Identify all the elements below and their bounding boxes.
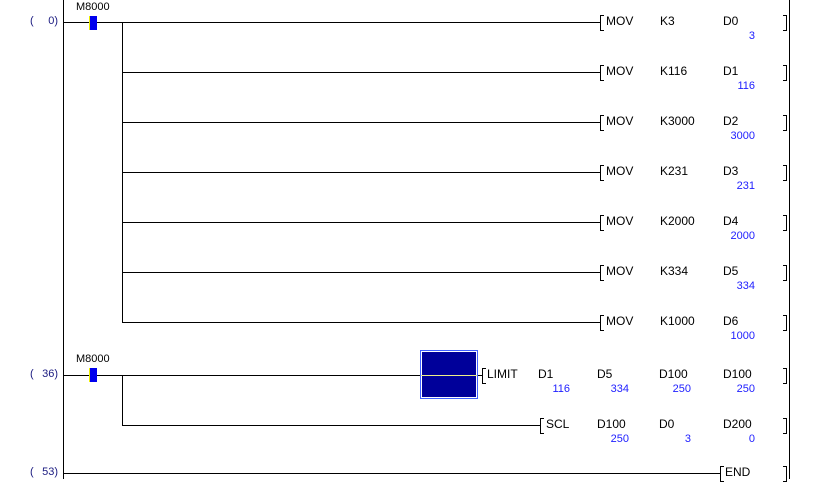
instruction-left-bracket	[600, 65, 604, 81]
operand-device[interactable]: K231	[660, 164, 689, 178]
left-power-rail	[63, 0, 64, 479]
instruction-right-bracket	[783, 65, 787, 81]
step-value: 53)	[42, 466, 58, 478]
instruction-left-bracket	[600, 215, 604, 231]
operand-device[interactable]: K2000	[660, 214, 695, 228]
branch-wire	[122, 122, 600, 123]
operand-device[interactable]: K3000	[660, 114, 695, 128]
operand-device[interactable]: D0	[659, 417, 675, 431]
branch-wire	[122, 72, 600, 73]
step-number: (36)	[30, 368, 58, 380]
instruction-right-bracket	[783, 115, 787, 131]
instruction-mov[interactable]: MOV	[606, 214, 634, 228]
instruction-mov[interactable]: MOV	[606, 264, 634, 278]
rung-wire	[63, 473, 720, 474]
step-number: (0)	[30, 15, 58, 27]
step-value: 0)	[48, 15, 58, 27]
step-value: 36)	[42, 368, 58, 380]
operand-current-value: 250	[610, 433, 629, 445]
branch-wire	[122, 425, 540, 426]
operand-current-value: 3	[684, 433, 691, 445]
operand-device[interactable]: D1	[538, 367, 554, 381]
instruction-right-bracket	[783, 368, 787, 384]
operand-device[interactable]: K3	[660, 14, 675, 28]
instruction-mov[interactable]: MOV	[606, 114, 634, 128]
operand-current-value: 0	[748, 433, 755, 445]
rung-wire	[63, 375, 482, 376]
instruction-right-bracket	[783, 265, 787, 281]
instruction-mov[interactable]: MOV	[606, 164, 634, 178]
contact-label: M8000	[76, 1, 110, 13]
instruction-left-bracket	[600, 165, 604, 181]
instruction-right-bracket	[783, 466, 787, 482]
branch-wire	[122, 322, 600, 323]
branch-wire	[122, 222, 600, 223]
instruction-end[interactable]: END	[725, 465, 751, 479]
cursor-selection[interactable]	[420, 350, 478, 399]
instruction-right-bracket	[783, 315, 787, 331]
right-power-rail	[789, 0, 790, 479]
instruction-right-bracket	[783, 215, 787, 231]
rung-wire	[63, 22, 600, 23]
branch-wire	[122, 272, 600, 273]
operand-current-value: 1000	[730, 330, 755, 342]
operand-current-value: 334	[610, 383, 629, 395]
contact-label: M8000	[76, 353, 110, 365]
instruction-right-bracket	[783, 165, 787, 181]
operand-device[interactable]: D5	[597, 367, 613, 381]
operand-device[interactable]: D200	[723, 417, 752, 431]
operand-device[interactable]: D2	[723, 114, 739, 128]
operand-current-value: 3	[748, 30, 755, 42]
operand-current-value: 250	[736, 383, 755, 395]
instruction-left-bracket	[600, 15, 604, 31]
operand-current-value: 3000	[730, 130, 755, 142]
instruction-left-bracket	[540, 418, 544, 434]
instruction-mov[interactable]: MOV	[606, 314, 634, 328]
step-number: (53)	[30, 466, 58, 478]
operand-device[interactable]: K116	[660, 64, 688, 78]
instruction-left-bracket	[600, 265, 604, 281]
branch-wire	[122, 172, 600, 173]
instruction-mov[interactable]: MOV	[606, 14, 634, 28]
operand-current-value: 116	[552, 383, 570, 395]
operand-device[interactable]: K1000	[660, 314, 695, 328]
instruction-left-bracket	[600, 315, 604, 331]
operand-device[interactable]: D100	[659, 367, 688, 381]
operand-current-value: 116	[737, 80, 755, 92]
operand-current-value: 250	[672, 383, 691, 395]
instruction-left-bracket	[600, 115, 604, 131]
instruction-scl[interactable]: SCL	[546, 417, 570, 431]
instruction-right-bracket	[783, 418, 787, 434]
normally-open-contact-m8000[interactable]	[89, 16, 97, 30]
instruction-right-bracket	[783, 15, 787, 31]
operand-device[interactable]: K334	[660, 264, 689, 278]
operand-device[interactable]: D3	[723, 164, 739, 178]
instruction-left-bracket	[482, 368, 486, 384]
operand-device[interactable]: D5	[723, 264, 739, 278]
operand-current-value: 334	[736, 280, 755, 292]
operand-device[interactable]: D100	[723, 367, 752, 381]
operand-device[interactable]: D6	[723, 314, 739, 328]
instruction-left-bracket	[720, 466, 724, 482]
operand-current-value: 231	[736, 180, 755, 192]
operand-device[interactable]: D0	[723, 14, 739, 28]
instruction-limit[interactable]: LIMIT	[487, 367, 518, 381]
operand-device[interactable]: D4	[723, 214, 739, 228]
operand-device[interactable]: D1	[723, 64, 739, 78]
instruction-mov[interactable]: MOV	[606, 64, 634, 78]
normally-open-contact-m8000[interactable]	[89, 368, 97, 382]
operand-device[interactable]: D100	[597, 417, 626, 431]
branch-wire	[122, 375, 123, 425]
operand-current-value: 2000	[730, 230, 755, 242]
